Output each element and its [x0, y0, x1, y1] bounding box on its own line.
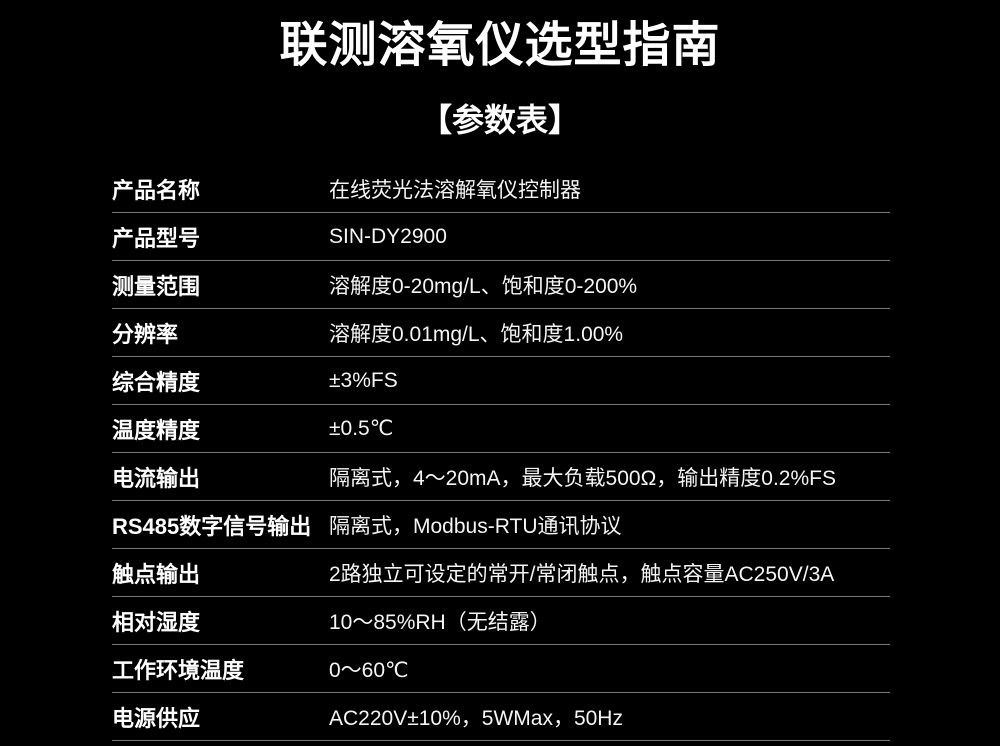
- row-value: 10～85%RH（无结露）: [329, 610, 551, 634]
- row-label: 温度精度: [112, 417, 201, 443]
- row-value: 隔离式，Modbus-RTU通讯协议: [329, 514, 622, 538]
- row-label: 测量范围: [112, 273, 201, 299]
- row-label: 工作环境温度: [112, 657, 245, 683]
- row-value: ±3%FS: [329, 368, 398, 392]
- row-value: ±0.5℃: [329, 417, 394, 440]
- row-label: 触点输出: [112, 561, 201, 587]
- page-title: 联测溶氧仪选型指南: [279, 19, 721, 72]
- table-row: 工作环境温度 0～60℃: [112, 645, 890, 693]
- row-label: 电流输出: [112, 465, 201, 491]
- table-row: 电源供应 AC220V±10%，5WMax，50Hz: [112, 693, 890, 741]
- row-value: 2路独立可设定的常开/常闭触点，触点容量AC250V/3A: [329, 562, 835, 586]
- row-label: 产品名称: [112, 177, 201, 203]
- row-value: AC220V±10%，5WMax，50Hz: [329, 706, 623, 730]
- table-row: RS485数字信号输出 隔离式，Modbus-RTU通讯协议: [112, 501, 890, 549]
- row-value: 溶解度0-20mg/L、饱和度0-200%: [329, 274, 638, 298]
- table-row: 温度精度 ±0.5℃: [112, 405, 890, 453]
- spec-table: 产品名称 在线荧光法溶解氧仪控制器 产品型号 SIN-DY2900 测量范围 溶…: [112, 165, 890, 741]
- table-row: 综合精度 ±3%FS: [112, 357, 890, 405]
- table-row: 产品型号 SIN-DY2900: [112, 213, 890, 261]
- row-label: 产品型号: [112, 225, 201, 251]
- row-label: 电源供应: [112, 705, 201, 731]
- table-row: 相对湿度 10～85%RH（无结露）: [112, 597, 890, 645]
- table-row: 触点输出 2路独立可设定的常开/常闭触点，触点容量AC250V/3A: [112, 549, 890, 597]
- table-row: 电流输出 隔离式，4～20mA，最大负载500Ω，输出精度0.2%FS: [112, 453, 890, 501]
- table-row: 测量范围 溶解度0-20mg/L、饱和度0-200%: [112, 261, 890, 309]
- row-value: 溶解度0.01mg/L、饱和度1.00%: [329, 322, 624, 346]
- table-row: 分辨率 溶解度0.01mg/L、饱和度1.00%: [112, 309, 890, 357]
- row-value: 隔离式，4～20mA，最大负载500Ω，输出精度0.2%FS: [329, 466, 836, 490]
- row-value: 在线荧光法溶解氧仪控制器: [329, 178, 581, 202]
- page-subtitle: 【参数表】: [419, 102, 580, 138]
- row-label: 相对湿度: [112, 609, 201, 635]
- row-value: 0～60℃: [329, 658, 409, 682]
- row-label: 分辨率: [112, 321, 179, 347]
- row-label: RS485数字信号输出: [112, 513, 312, 539]
- table-row: 产品名称 在线荧光法溶解氧仪控制器: [112, 165, 890, 213]
- row-label: 综合精度: [112, 369, 201, 395]
- row-value: SIN-DY2900: [329, 224, 447, 248]
